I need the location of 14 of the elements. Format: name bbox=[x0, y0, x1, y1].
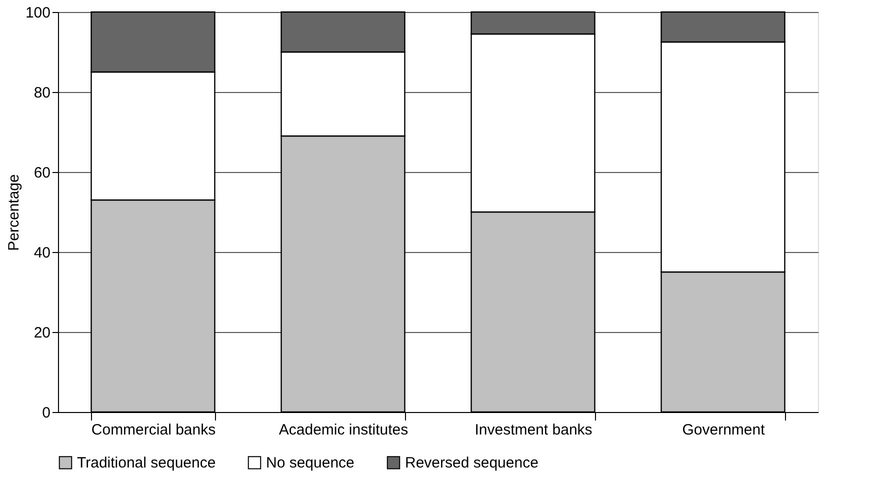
x-tick-label: Commercial banks bbox=[91, 422, 216, 438]
y-axis-title: Percentage bbox=[5, 174, 22, 251]
x-tick-label: Academic institutes bbox=[278, 422, 408, 438]
y-tick-label: 80 bbox=[34, 84, 50, 102]
x-tick-label: Government bbox=[682, 422, 766, 438]
legend-label: Reversed sequence bbox=[405, 454, 538, 472]
y-tick-label: 20 bbox=[34, 324, 50, 342]
x-tick-label: Investment banks bbox=[474, 422, 592, 438]
y-tick-label: 100 bbox=[25, 4, 50, 22]
y-tick-label: 0 bbox=[42, 404, 50, 422]
legend-label: Traditional sequence bbox=[77, 454, 216, 472]
legend-label: No sequence bbox=[266, 454, 354, 472]
y-tick-label: 60 bbox=[34, 164, 50, 182]
y-tick-label: 40 bbox=[34, 244, 50, 262]
